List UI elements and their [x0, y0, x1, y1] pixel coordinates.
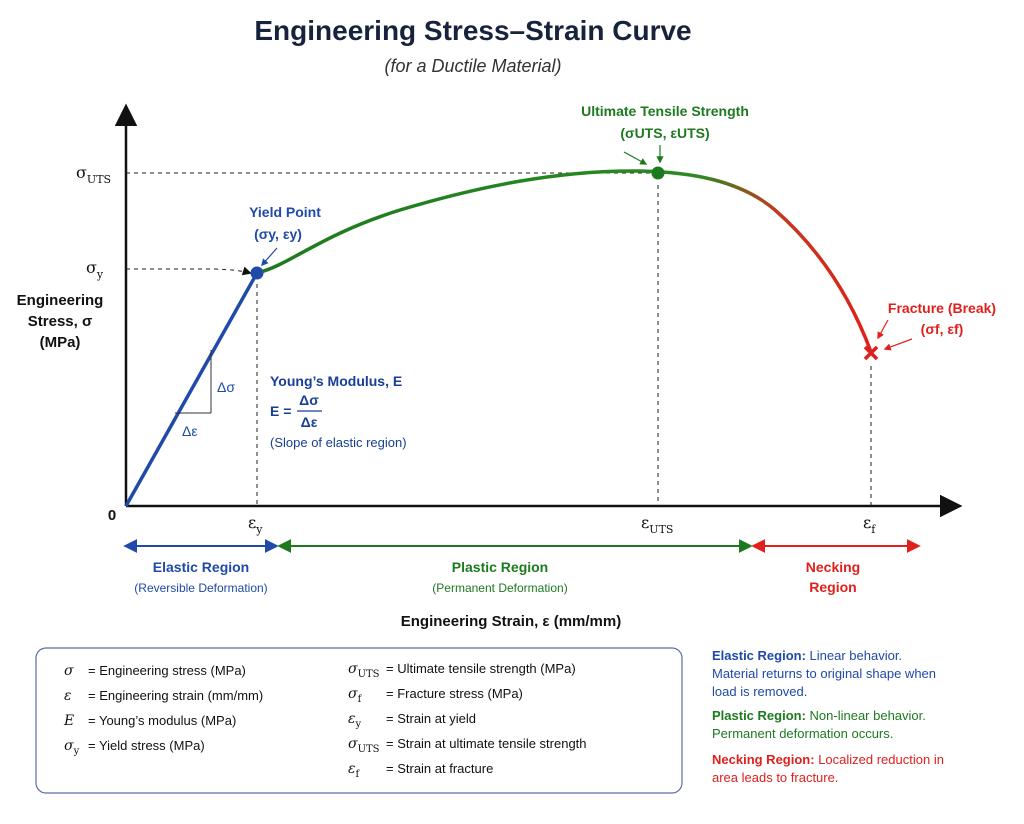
- note-2-line-0: Necking Region: Localized reduction in: [712, 752, 944, 767]
- legend-right-symbol-4: εf: [348, 761, 361, 780]
- necking-region-label-1: Necking: [806, 559, 860, 575]
- modulus-denominator: Δε: [301, 414, 318, 430]
- chart-title: Engineering Stress–Strain Curve: [254, 15, 691, 46]
- fracture-coord: (σf, εf): [921, 321, 964, 337]
- elastic-region-sub: (Reversible Deformation): [134, 581, 267, 595]
- necking-region-label-2: Region: [809, 579, 856, 595]
- y-axis-label-line3: (MPa): [40, 334, 81, 351]
- fracture-title: Fracture (Break): [888, 300, 996, 316]
- uts-title: Ultimate Tensile Strength: [581, 103, 749, 119]
- note-0-line-2: load is removed.: [712, 684, 807, 699]
- x-tick-yield: εy: [248, 513, 263, 536]
- legend-right-symbol-3: σUTS: [348, 736, 380, 755]
- legend-right-text-3: = Strain at ultimate tensile strength: [386, 736, 587, 751]
- legend-right-symbol-0: σUTS: [348, 661, 380, 680]
- y-tick-yield: σy: [86, 258, 104, 281]
- legend-right-text-1: = Fracture stress (MPa): [386, 686, 523, 701]
- x-tick-uts: εUTS: [641, 513, 673, 536]
- legend-right-text-0: = Ultimate tensile strength (MPa): [386, 661, 576, 676]
- uts-coord: (σUTS, εUTS): [620, 125, 709, 141]
- yield-coord: (σy, εy): [254, 226, 302, 242]
- chart-subtitle: (for a Ductile Material): [384, 56, 561, 76]
- modulus-lhs: E =: [270, 403, 291, 419]
- legend-left-symbol-0: σ: [64, 663, 74, 679]
- region-notes: Elastic Region: Linear behavior. Material…: [712, 648, 944, 785]
- plastic-necking-curve: [256, 169, 873, 353]
- legend-left-text-1: = Engineering strain (mm/mm): [88, 688, 263, 703]
- y-axis-label-line2: Stress, σ: [28, 313, 92, 330]
- x-tick-fracture: εf: [863, 513, 876, 536]
- note-0-line-0: Elastic Region: Linear behavior.: [712, 648, 902, 663]
- modulus-title: Young’s Modulus, E: [270, 373, 402, 389]
- plastic-region-sub: (Permanent Deformation): [432, 581, 567, 595]
- legend-right-symbol-2: εy: [348, 711, 362, 730]
- legend-right-symbol-1: σf: [348, 686, 363, 705]
- legend-left-text-2: = Young’s modulus (MPa): [88, 713, 236, 728]
- note-1-line-0: Plastic Region: Non-linear behavior.: [712, 708, 926, 723]
- fracture-pointer-arrow-2: [883, 338, 913, 351]
- x-axis-label: Engineering Strain, ε (mm/mm): [401, 613, 621, 630]
- yield-title: Yield Point: [249, 204, 321, 220]
- uts-pointer-arrow-diagonal: [623, 151, 648, 165]
- elastic-region-label: Elastic Region: [153, 559, 249, 575]
- legend-box: [35, 647, 683, 794]
- note-1-line-1: Permanent deformation occurs.: [712, 726, 893, 741]
- y-axis-label-line1: Engineering: [17, 292, 104, 309]
- modulus-note: (Slope of elastic region): [270, 435, 407, 450]
- legend-right-text-2: = Strain at yield: [386, 711, 476, 726]
- note-2-line-1: area leads to fracture.: [712, 770, 838, 785]
- legend-left-text-0: = Engineering stress (MPa): [88, 663, 246, 678]
- elastic-line: [124, 272, 259, 507]
- uts-point-marker: [651, 166, 665, 180]
- legend-right-text-4: = Strain at fracture: [386, 761, 493, 776]
- y-tick-uts: σUTS: [76, 163, 111, 186]
- delta-sigma-label: Δσ: [217, 379, 235, 395]
- legend-left-symbol-1: ε: [64, 688, 72, 704]
- modulus-numerator: Δσ: [299, 392, 319, 408]
- fracture-point-marker: [863, 345, 879, 361]
- note-0-line-1: Material returns to original shape when: [712, 666, 936, 681]
- symbol-legend: σ = Engineering stress (MPa) ε = Engineerin…: [63, 661, 587, 780]
- legend-left-text-3: = Yield stress (MPa): [88, 738, 205, 753]
- legend-left-symbol-3: σy: [64, 738, 80, 757]
- legend-left-symbol-2: E: [63, 713, 74, 729]
- yield-pointer-arrow: [261, 247, 278, 267]
- origin-label: 0: [108, 507, 116, 524]
- fracture-pointer-arrow-1: [877, 319, 889, 340]
- yield-horizontal-guide: [126, 266, 252, 276]
- delta-eps-label: Δε: [182, 423, 198, 439]
- plastic-region-label: Plastic Region: [452, 559, 548, 575]
- yield-point-marker: [250, 266, 264, 280]
